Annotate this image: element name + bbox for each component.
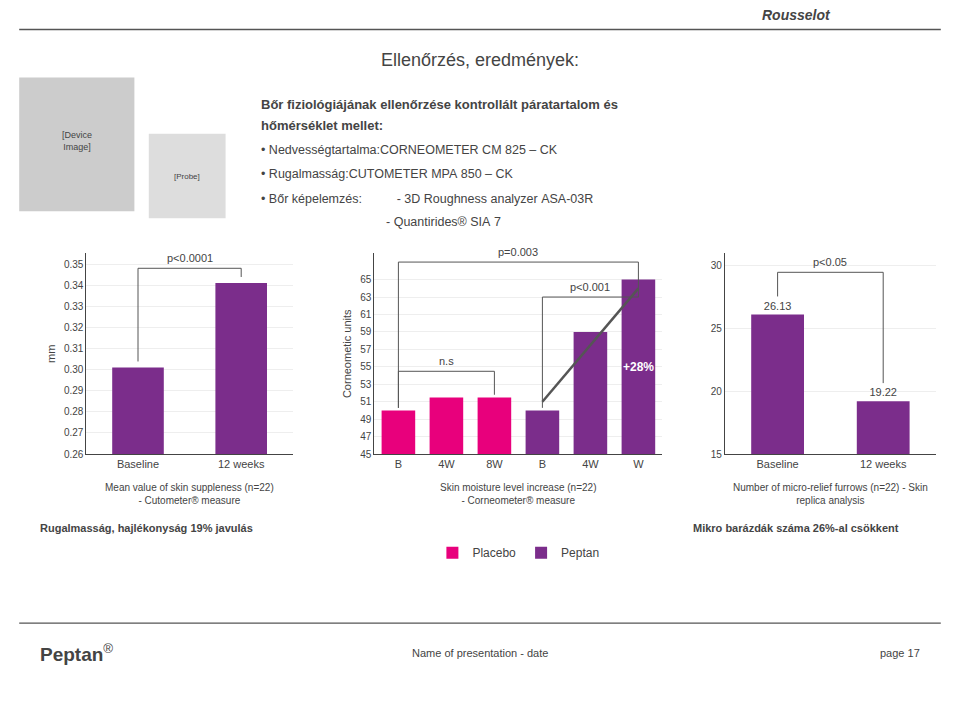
svg-text:0.34: 0.34 — [64, 280, 84, 291]
svg-text:Baseline: Baseline — [117, 458, 159, 470]
svg-text:• Rugalmasság:CUTOMETER MPA 85: • Rugalmasság:CUTOMETER MPA 850 – CK — [261, 167, 514, 181]
svg-text:[Probe]: [Probe] — [174, 172, 200, 181]
svg-text:Baseline: Baseline — [756, 458, 798, 470]
svg-text:63: 63 — [360, 292, 372, 303]
svg-text:57: 57 — [360, 344, 372, 355]
svg-text:53: 53 — [360, 379, 372, 390]
svg-text:59: 59 — [360, 326, 372, 337]
svg-text:Peptan​®​: Peptan​®​ — [40, 641, 113, 665]
svg-text:8W: 8W — [486, 458, 503, 470]
svg-text:p<0.05: p<0.05 — [813, 256, 847, 268]
svg-text:Peptan: Peptan — [561, 546, 599, 560]
svg-text:12 weeks: 12 weeks — [218, 458, 265, 470]
svg-text:15: 15 — [711, 449, 723, 460]
svg-text:20: 20 — [711, 386, 723, 397]
svg-text:• Nedvességtartalma:CORNEOMETE: • Nedvességtartalma:CORNEOMETER CM 825 –… — [261, 143, 558, 157]
svg-text:Rousselot: Rousselot — [762, 7, 831, 23]
svg-text:0.35: 0.35 — [64, 259, 84, 270]
svg-text:p<0.001: p<0.001 — [570, 281, 610, 293]
svg-text:• Bőr képelemzés: - 3: • Bőr képelemzés: - 3D Roughness analyze… — [261, 192, 593, 206]
svg-text:W: W — [633, 458, 644, 470]
svg-text:- Quantirides® SIA 7: - Quantirides® SIA 7 — [261, 215, 501, 229]
svg-text:mm: mm — [45, 345, 57, 363]
svg-text:26.13: 26.13 — [764, 300, 792, 312]
svg-text:49: 49 — [360, 414, 372, 425]
svg-text:Name of presentation - date: Name of presentation - date — [412, 647, 548, 659]
svg-text:0.27: 0.27 — [64, 427, 84, 438]
svg-text:0.30: 0.30 — [64, 364, 84, 375]
svg-text:51: 51 — [360, 396, 372, 407]
svg-text:Mean value of skin suppleness: Mean value of skin suppleness (n=22)- Cu… — [105, 482, 274, 506]
svg-text:Rugalmasság, hajlékonyság 19%: Rugalmasság, hajlékonyság 19% javulás — [40, 522, 253, 534]
svg-text:Corneometic units: Corneometic units — [341, 309, 353, 398]
svg-text:hőmérséklet mellet:: hőmérséklet mellet: — [261, 118, 383, 133]
svg-text:0.28: 0.28 — [64, 406, 84, 417]
svg-text:4W: 4W — [438, 458, 455, 470]
svg-text:p<0.0001: p<0.0001 — [167, 252, 213, 264]
svg-text:[DeviceImage]: [DeviceImage] — [62, 130, 92, 152]
svg-text:0.32: 0.32 — [64, 322, 84, 333]
svg-text:Number of micro-relief furrows: Number of micro-relief furrows (n=22) - … — [733, 482, 928, 506]
svg-text:B: B — [395, 458, 402, 470]
svg-text:Placebo: Placebo — [472, 546, 516, 560]
svg-text:0.33: 0.33 — [64, 301, 84, 312]
svg-text:0.29: 0.29 — [64, 385, 84, 396]
svg-text:Mikro barázdák száma 26%-al cs: Mikro barázdák száma 26%-al csökkent — [693, 522, 899, 534]
svg-text:Bőr fiziológiájának ellenőrzés: Bőr fiziológiájának ellenőrzése kontroll… — [261, 97, 618, 112]
svg-text:47: 47 — [360, 431, 372, 442]
svg-text:+28%: +28% — [623, 360, 654, 374]
svg-text:n.s: n.s — [439, 355, 454, 367]
svg-text:B: B — [539, 458, 546, 470]
svg-text:Skin moisture level increase (: Skin moisture level increase (n=22)- Cor… — [440, 482, 596, 506]
svg-text:19.22: 19.22 — [869, 386, 897, 398]
svg-text:45: 45 — [360, 449, 372, 460]
svg-text:12 weeks: 12 weeks — [860, 458, 907, 470]
svg-text:Ellenőrzés, eredmények:: Ellenőrzés, eredmények: — [381, 50, 579, 70]
svg-text:65: 65 — [360, 274, 372, 285]
svg-text:0.31: 0.31 — [64, 343, 84, 354]
svg-text:p=0.003: p=0.003 — [498, 246, 538, 258]
svg-text:55: 55 — [360, 361, 372, 372]
svg-text:0.26: 0.26 — [64, 449, 84, 460]
svg-text:30: 30 — [711, 260, 723, 271]
svg-text:4W: 4W — [582, 458, 599, 470]
svg-text:page 17: page 17 — [880, 647, 920, 659]
svg-text:61: 61 — [360, 309, 372, 320]
svg-text:25: 25 — [711, 323, 723, 334]
